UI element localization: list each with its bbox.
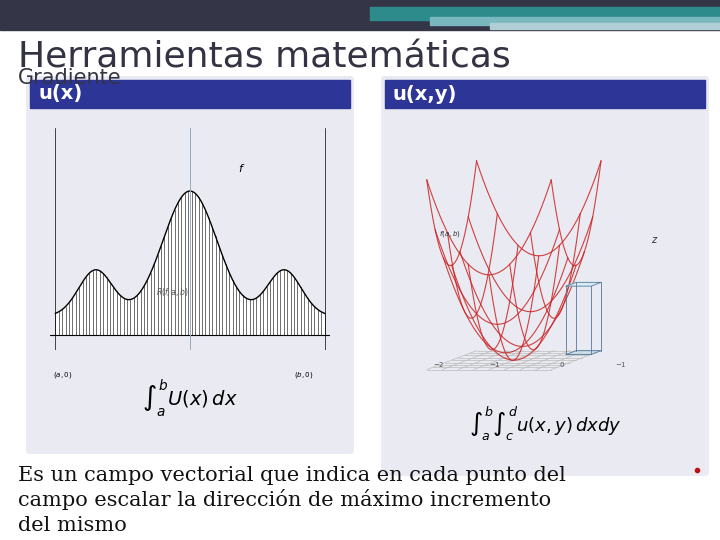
FancyBboxPatch shape xyxy=(381,76,709,476)
Text: $-2$: $-2$ xyxy=(433,360,444,369)
Text: $-1$: $-1$ xyxy=(615,360,626,369)
Text: $(b, 0)$: $(b, 0)$ xyxy=(294,370,313,380)
Text: $f$: $f$ xyxy=(238,163,245,174)
Text: u(x,y): u(x,y) xyxy=(393,84,457,104)
Bar xyxy=(370,7,720,20)
Text: $f(a,b)$: $f(a,b)$ xyxy=(438,228,460,239)
Text: $R(f, a, b)$: $R(f, a, b)$ xyxy=(156,286,189,298)
Bar xyxy=(0,0,720,30)
Text: $0$: $0$ xyxy=(559,360,565,369)
Text: $\int_a^b \int_c^d u(x,y)\,dxdy$: $\int_a^b \int_c^d u(x,y)\,dxdy$ xyxy=(469,405,621,443)
Polygon shape xyxy=(566,282,601,286)
Text: u(x): u(x) xyxy=(38,84,82,104)
Bar xyxy=(490,23,720,29)
Bar xyxy=(430,17,720,25)
Bar xyxy=(30,80,350,108)
Text: del mismo: del mismo xyxy=(18,516,127,535)
Text: $\int_a^b U(x)\,dx$: $\int_a^b U(x)\,dx$ xyxy=(142,377,238,418)
Bar xyxy=(385,80,705,108)
Text: $(a, 0)$: $(a, 0)$ xyxy=(53,370,72,380)
Text: $z$: $z$ xyxy=(652,234,659,245)
Text: campo escalar la dirección de máximo incremento: campo escalar la dirección de máximo inc… xyxy=(18,489,551,510)
Text: Gradiente: Gradiente xyxy=(18,68,122,88)
Text: Herramientas matemáticas: Herramientas matemáticas xyxy=(18,40,510,74)
FancyBboxPatch shape xyxy=(26,76,354,454)
Polygon shape xyxy=(566,350,601,354)
Text: $-1$: $-1$ xyxy=(489,360,500,369)
Text: Es un campo vectorial que indica en cada punto del: Es un campo vectorial que indica en cada… xyxy=(18,466,566,485)
